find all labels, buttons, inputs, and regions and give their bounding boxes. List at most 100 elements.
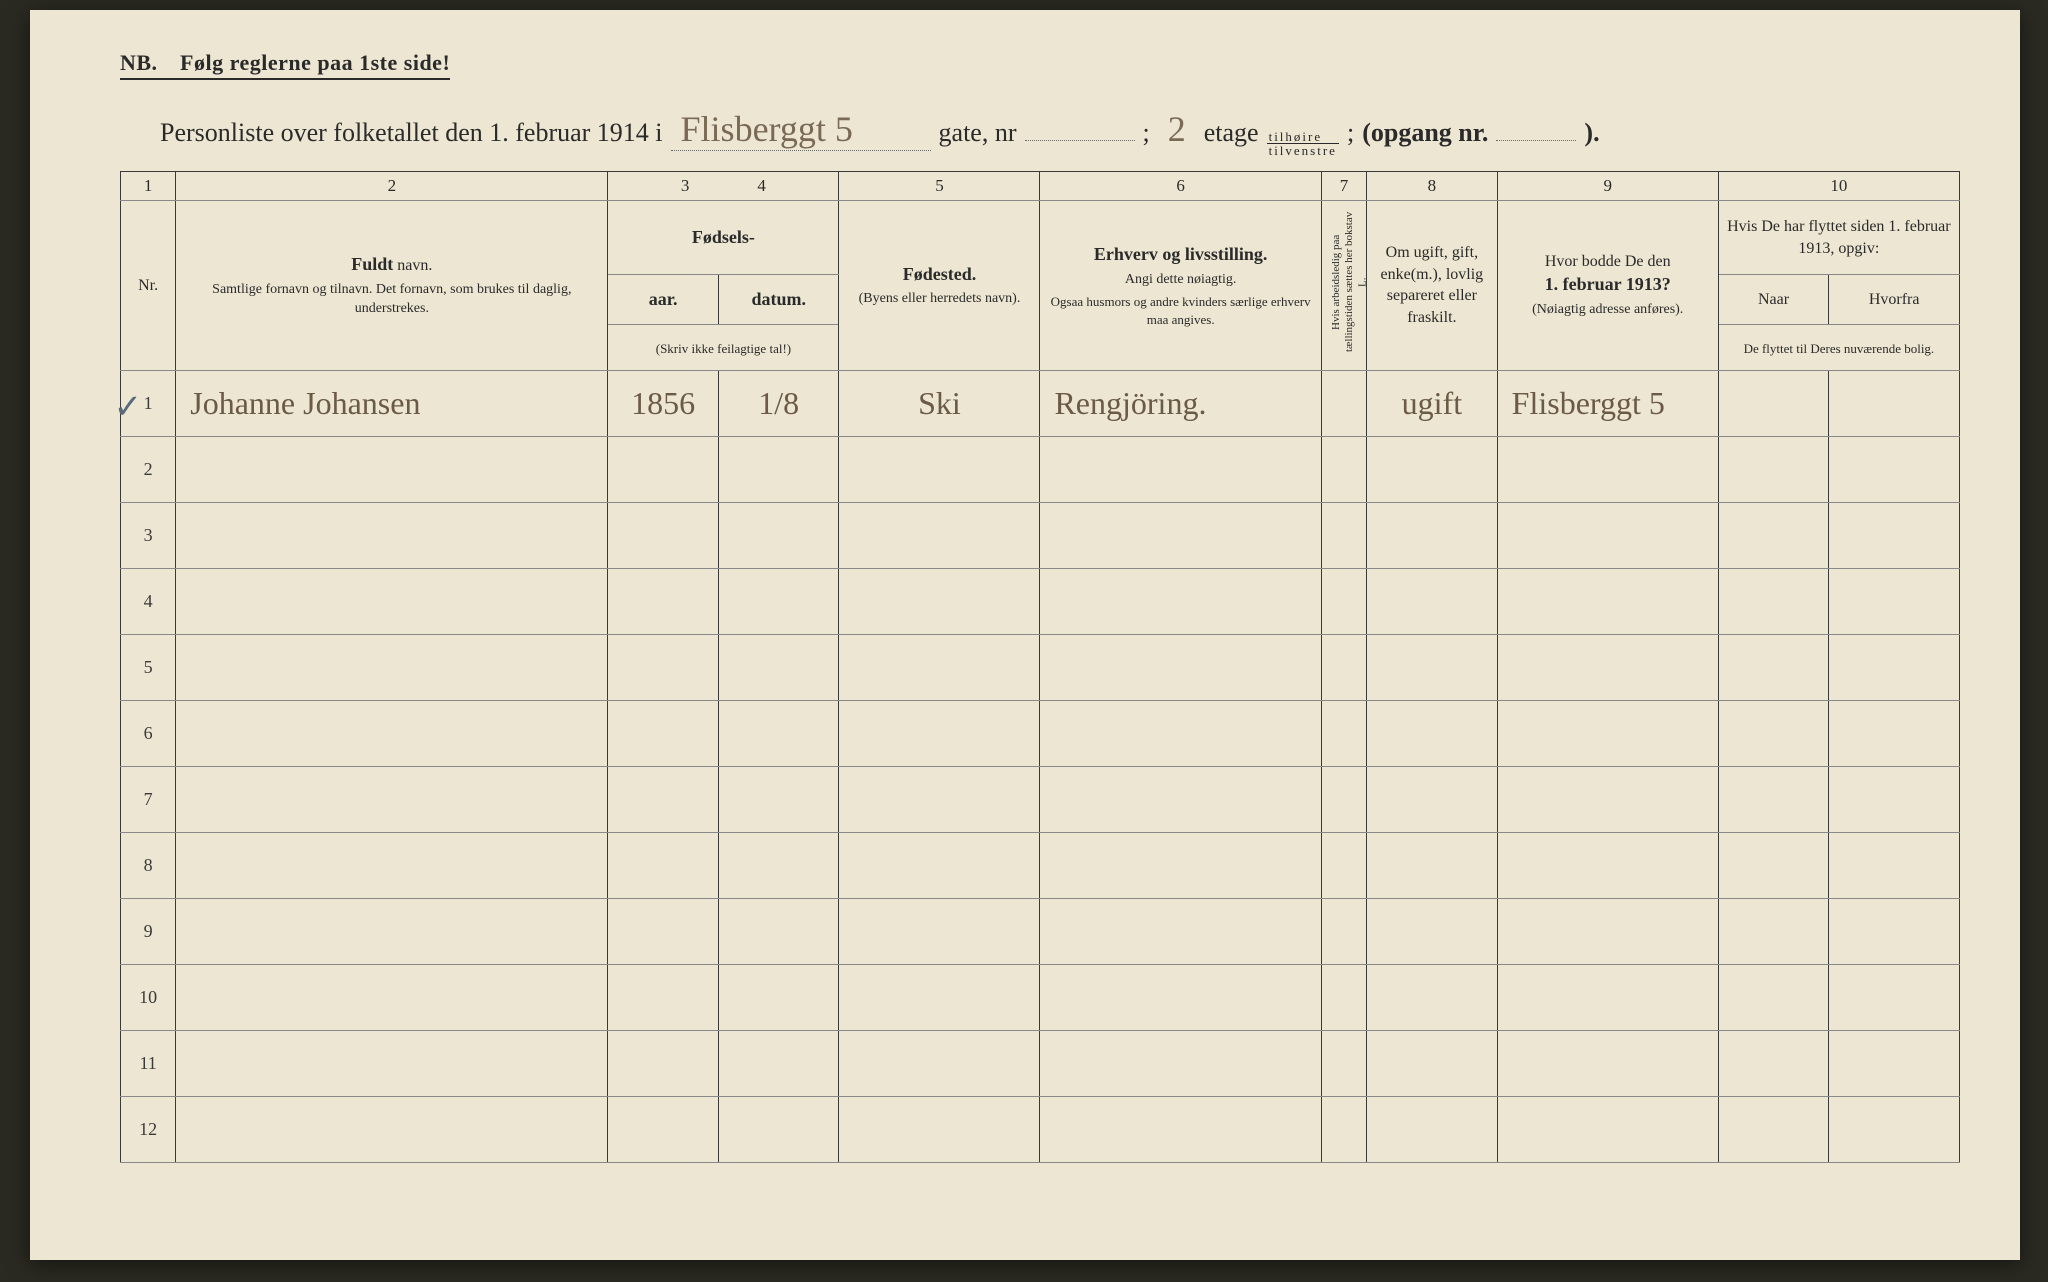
semicolon-1: ; [1143, 118, 1150, 148]
cell-aar [608, 1030, 719, 1096]
hdr-col8: Om ugift, gift, enke(m.), lovlig separer… [1367, 201, 1498, 371]
census-table: 1 2 3 4 5 6 7 8 9 10 Nr. Fuldt navn. Sam… [120, 171, 1960, 1163]
cell-c10b [1829, 898, 1960, 964]
cell-aar [608, 964, 719, 1030]
cell-c9 [1497, 766, 1718, 832]
cell-c7 [1321, 370, 1366, 436]
cell-c8 [1367, 634, 1498, 700]
table-row: 11 [121, 1030, 1960, 1096]
hdr-col10-top: Hvis De har flyttet siden 1. februar 191… [1718, 201, 1959, 275]
cell-c8 [1367, 502, 1498, 568]
cell-erhverv [1040, 568, 1321, 634]
table-row: 3 [121, 502, 1960, 568]
cell-name [176, 898, 608, 964]
hdr-col10-sub: De flyttet til Deres nuværende bolig. [1718, 324, 1959, 370]
cell-aar: 1856 [608, 370, 719, 436]
hdr-col9: Hvor bodde De den 1. februar 1913? (Nøia… [1497, 201, 1718, 371]
cell-c7 [1321, 766, 1366, 832]
cell-c9 [1497, 1096, 1718, 1162]
hdr-erhverv: Erhverv og livsstilling. Angi dette nøia… [1040, 201, 1321, 371]
column-number-row: 1 2 3 4 5 6 7 8 9 10 [121, 172, 1960, 201]
cell-c8 [1367, 766, 1498, 832]
cell-name [176, 502, 608, 568]
hdr-col7: Hvis arbeidsledig paa tællingstiden sætt… [1321, 201, 1366, 371]
hdr-nr: Nr. [121, 201, 176, 371]
cell-datum [718, 700, 839, 766]
cell-c9 [1497, 502, 1718, 568]
cell-datum [718, 766, 839, 832]
cell-name [176, 832, 608, 898]
cell-aar [608, 700, 719, 766]
cell-fodested [839, 964, 1040, 1030]
colnum-5: 5 [839, 172, 1040, 201]
cell-erhverv [1040, 700, 1321, 766]
row-number: 12 [121, 1096, 176, 1162]
cell-c10b [1829, 436, 1960, 502]
colnum-3-4: 3 4 [608, 172, 839, 201]
cell-c10a [1718, 898, 1829, 964]
cell-fodested [839, 898, 1040, 964]
cell-c7 [1321, 436, 1366, 502]
cell-c8 [1367, 832, 1498, 898]
table-row: 9 [121, 898, 1960, 964]
cell-c10a [1718, 634, 1829, 700]
cell-fodested [839, 1030, 1040, 1096]
cell-datum [718, 1096, 839, 1162]
colnum-1: 1 [121, 172, 176, 201]
cell-aar [608, 766, 719, 832]
table-row: 10 [121, 964, 1960, 1030]
cell-c10b [1829, 1030, 1960, 1096]
hdr-aar: aar. [608, 275, 719, 325]
cell-fodested [839, 766, 1040, 832]
cell-c9 [1497, 1030, 1718, 1096]
hdr-hvorfra: Hvorfra [1829, 275, 1960, 325]
cell-erhverv [1040, 634, 1321, 700]
colnum-2: 2 [176, 172, 608, 201]
cell-erhverv [1040, 436, 1321, 502]
cell-erhverv: Rengjöring. [1040, 370, 1321, 436]
opgang-blank [1496, 121, 1576, 141]
table-row: 4 [121, 568, 1960, 634]
hdr-fuldt-navn: Fuldt navn. Samtlige fornavn og tilnavn.… [176, 201, 608, 371]
gate-nr-blank [1025, 121, 1135, 141]
cell-name [176, 766, 608, 832]
row-number: 5 [121, 634, 176, 700]
title-line: Personliste over folketallet den 1. febr… [160, 108, 1960, 157]
cell-c7 [1321, 634, 1366, 700]
cell-aar [608, 898, 719, 964]
table-row: 7 [121, 766, 1960, 832]
etage-label: etage [1204, 118, 1259, 148]
cell-c10a [1718, 1096, 1829, 1162]
cell-c7 [1321, 568, 1366, 634]
table-row: 12 [121, 1096, 1960, 1162]
cell-c8 [1367, 1096, 1498, 1162]
cell-c7 [1321, 964, 1366, 1030]
cell-erhverv [1040, 898, 1321, 964]
cell-c9 [1497, 634, 1718, 700]
cell-c8 [1367, 1030, 1498, 1096]
row-number: ✓1 [121, 370, 176, 436]
cell-c10b [1829, 766, 1960, 832]
rows-body: ✓1Johanne Johansen18561/8SkiRengjöring.u… [121, 370, 1960, 1162]
cell-erhverv [1040, 1030, 1321, 1096]
cell-name [176, 436, 608, 502]
etage-handwritten: 2 [1158, 108, 1196, 150]
cell-aar [608, 502, 719, 568]
cell-aar [608, 1096, 719, 1162]
fraction-bot: tilvenstre [1267, 144, 1339, 157]
cell-c10a [1718, 832, 1829, 898]
row-number: 6 [121, 700, 176, 766]
cell-datum [718, 964, 839, 1030]
checkmark-icon: ✓ [114, 387, 143, 427]
cell-c10b [1829, 502, 1960, 568]
colnum-8: 8 [1367, 172, 1498, 201]
table-row: 8 [121, 832, 1960, 898]
cell-name [176, 568, 608, 634]
cell-c7 [1321, 502, 1366, 568]
cell-c10b [1829, 832, 1960, 898]
cell-c10a [1718, 766, 1829, 832]
cell-erhverv [1040, 964, 1321, 1030]
cell-c7 [1321, 1030, 1366, 1096]
row-number: 2 [121, 436, 176, 502]
row-number: 11 [121, 1030, 176, 1096]
